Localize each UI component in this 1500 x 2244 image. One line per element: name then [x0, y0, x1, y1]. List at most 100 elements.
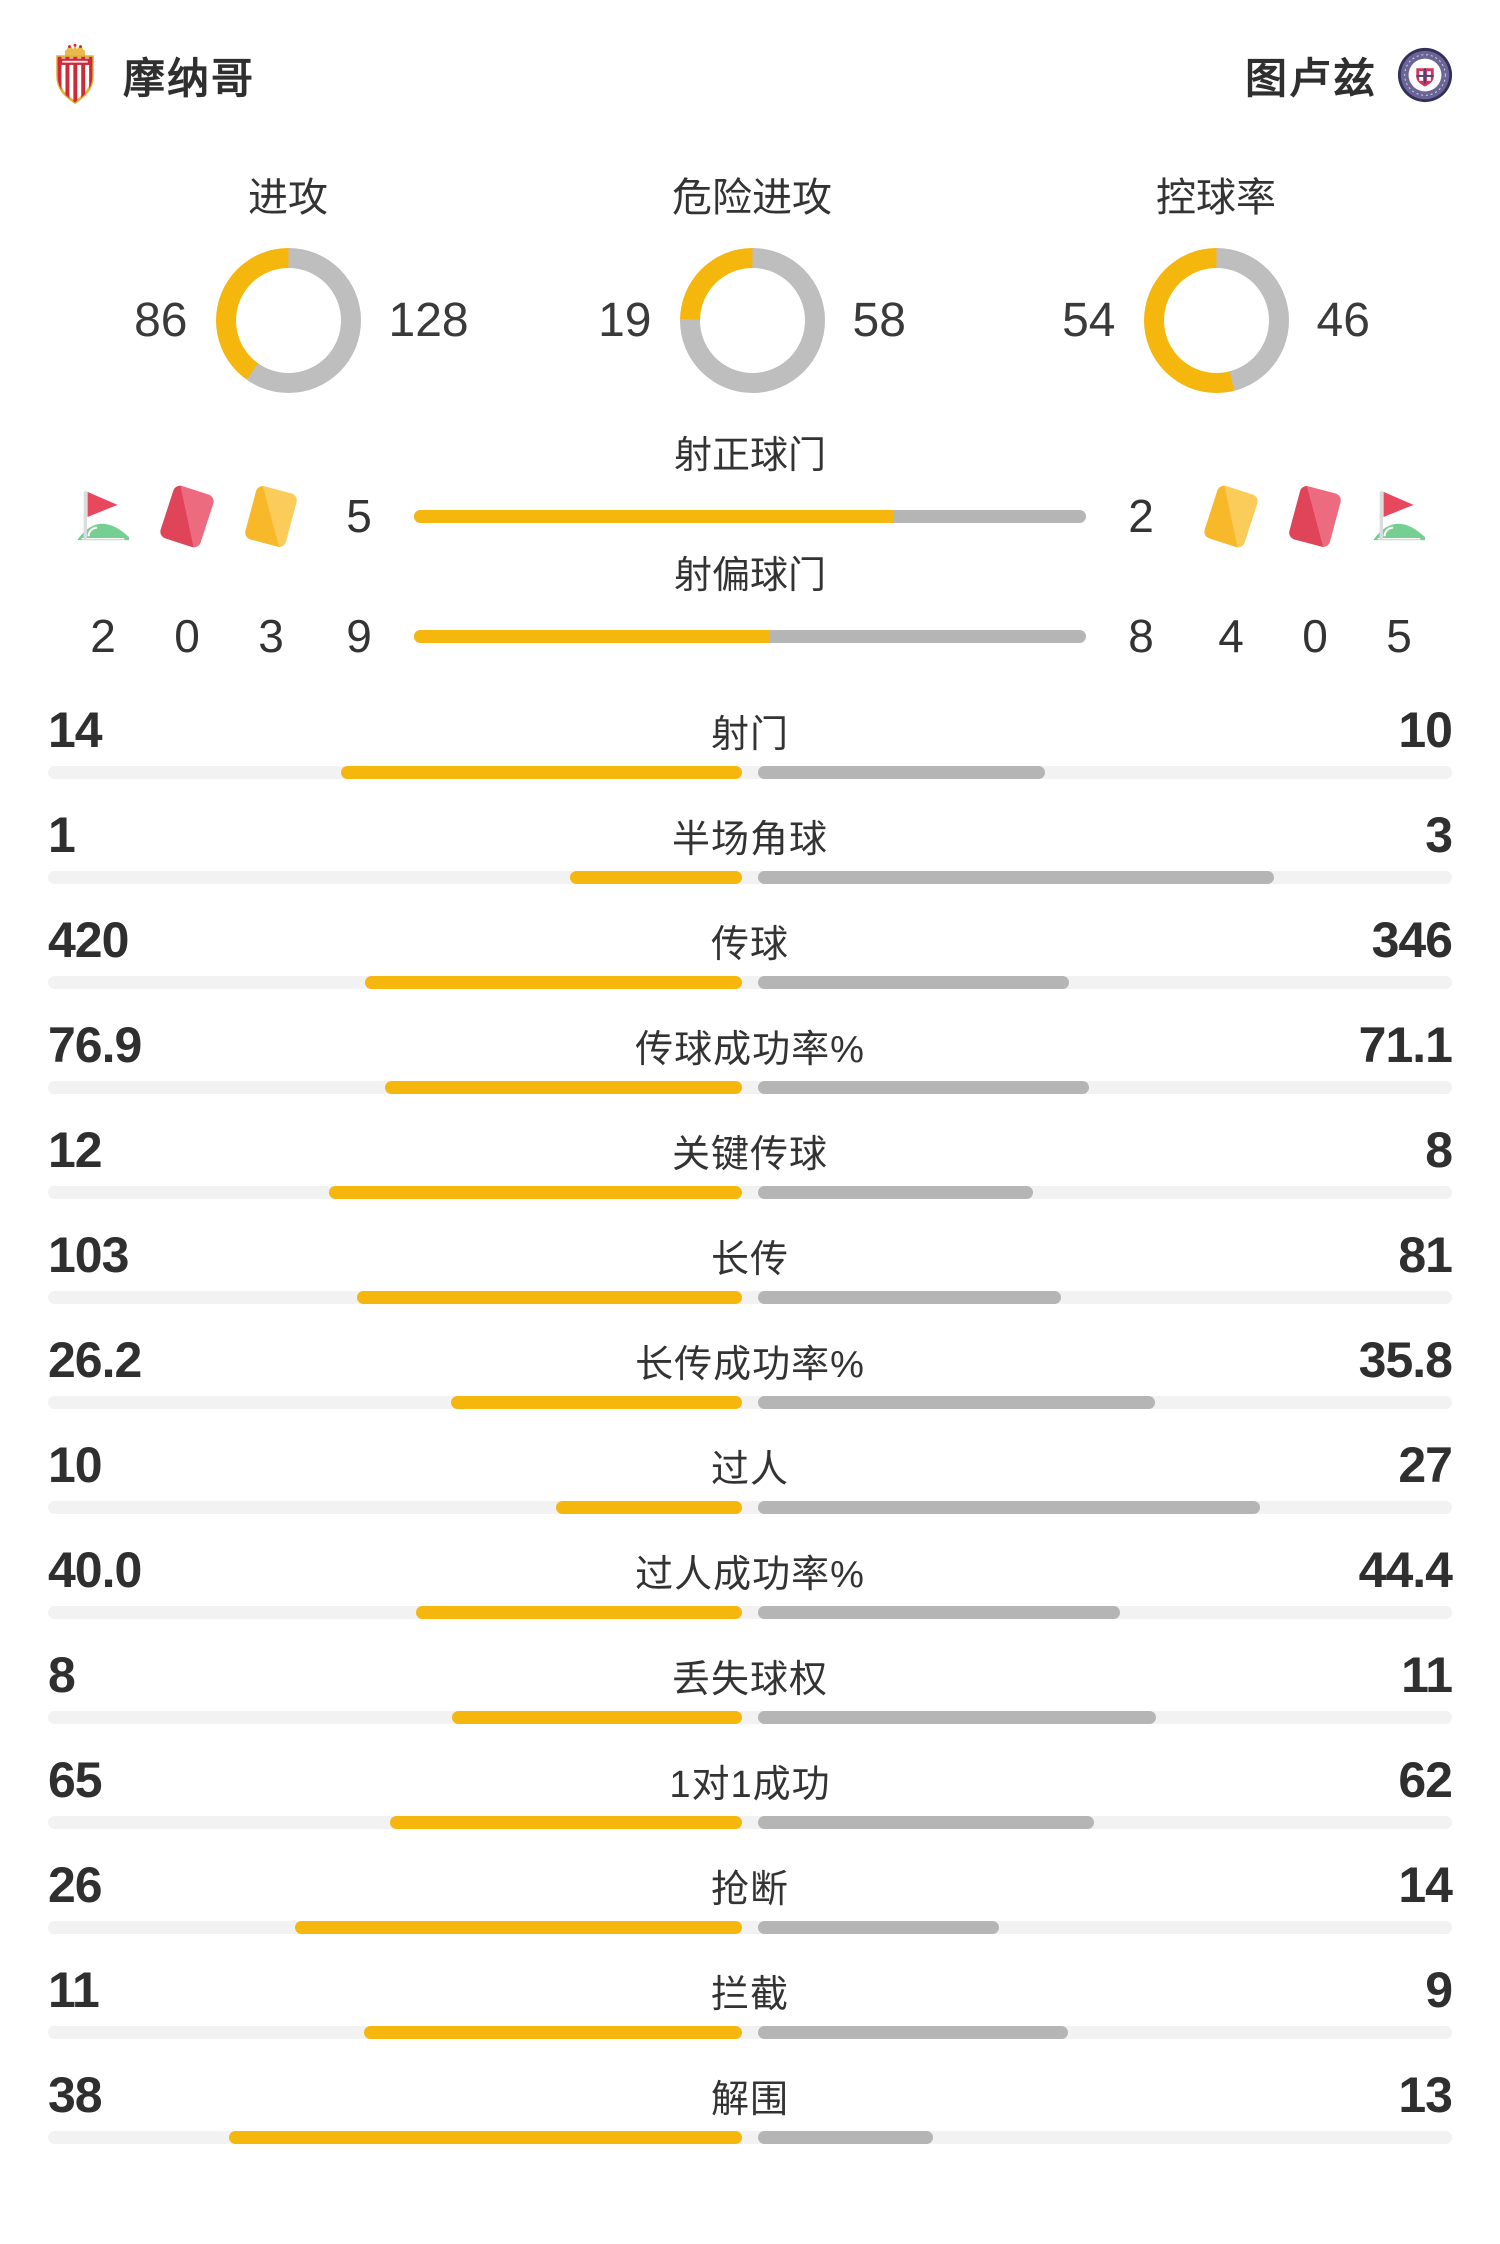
stat-bar-away: [758, 1186, 1033, 1199]
stat-row: 38 解围 13: [0, 2055, 1500, 2160]
shot-bar-title: 射偏球门: [673, 555, 826, 597]
home-red-card-count: 0: [174, 610, 200, 662]
stat-away-value: 44.4: [1358, 1542, 1453, 1598]
stat-home-value: 103: [48, 1227, 129, 1283]
away-discipline-counts: 4 0 5: [1200, 607, 1430, 665]
stat-row: 1 半场角球 3: [0, 795, 1500, 900]
home-discipline: 2 0 3: [0, 425, 330, 665]
stat-row: 103 长传 81: [0, 1215, 1500, 1320]
stat-home-value: 26: [48, 1857, 103, 1913]
stat-label: 射门: [710, 713, 790, 756]
stat-bar-home: [556, 1501, 742, 1514]
donut-charts-section: 进攻 86 128 危险进攻 19 58 控球率 54 46: [0, 170, 1500, 393]
stat-away-value: 62: [1398, 1752, 1453, 1808]
stat-bar-home: [570, 871, 742, 884]
home-yellow-card-count: 3: [258, 610, 284, 662]
donut-hole: [1163, 268, 1269, 373]
donut-ring: [679, 248, 825, 393]
stat-line: 1 半场角球 3: [0, 803, 1500, 867]
stat-bar-home: [365, 976, 742, 989]
stats-list: 14 射门 10 1 半场角球 3 420 传球 346 76.9 传球成功率% 71.1 12 关键传球…: [0, 690, 1500, 2160]
stat-row: 26.2 长传成功率% 35.8: [0, 1320, 1500, 1425]
shot-bar: [414, 629, 1086, 643]
corner-flag-icon: [1368, 487, 1430, 545]
stat-row: 8 丢失球权 11: [0, 1635, 1500, 1740]
stat-bar-track: [48, 1081, 1452, 1094]
stat-bar-away: [758, 1396, 1155, 1409]
stat-line: 103 长传 81: [0, 1223, 1500, 1287]
stat-bar-away: [758, 1501, 1260, 1514]
donut-ring: [215, 248, 361, 393]
stat-label: 传球成功率%: [635, 1028, 865, 1071]
away-corner-count: 5: [1386, 610, 1412, 662]
shot-bars: 射正球门 5 2 射偏球门 9 8: [330, 425, 1170, 665]
stat-bar-away: [758, 2131, 933, 2144]
stat-label: 过人: [710, 1448, 790, 1491]
stat-home-value: 1: [48, 807, 76, 863]
yellow-card-icon: [1200, 483, 1262, 549]
stat-home-value: 12: [48, 1122, 103, 1178]
donut-ring: [1143, 248, 1289, 393]
stat-away-value: 10: [1398, 702, 1453, 758]
home-discipline-icons: [72, 483, 302, 549]
donut-chart-col: 进攻 86 128: [56, 170, 520, 393]
stat-away-value: 13: [1398, 2067, 1453, 2123]
stat-line: 10 过人 27: [0, 1433, 1500, 1497]
shot-away-value: 2: [1128, 490, 1154, 542]
stat-label: 过人成功率%: [635, 1553, 865, 1596]
home-team-logo-icon: [45, 42, 105, 108]
stat-label: 传球: [710, 923, 790, 966]
stat-bar-track: [48, 1501, 1452, 1514]
donut-away-value: 58: [852, 294, 906, 347]
stat-away-value: 8: [1425, 1122, 1453, 1178]
stat-line: 38 解围 13: [0, 2063, 1500, 2127]
stat-bar-home: [452, 1711, 742, 1724]
stat-bar-away: [758, 1081, 1089, 1094]
stat-bar-track: [48, 1921, 1452, 1934]
stat-home-value: 14: [48, 702, 103, 758]
stat-bar-away: [758, 871, 1274, 884]
donut-title: 进攻: [248, 176, 328, 220]
stat-label: 拦截: [710, 1973, 790, 2016]
stat-row: 12 关键传球 8: [0, 1110, 1500, 1215]
stat-home-value: 65: [48, 1752, 103, 1808]
stat-away-value: 35.8: [1358, 1332, 1453, 1388]
away-team[interactable]: 图卢兹: [1245, 42, 1455, 108]
shot-bar-home-fill: [414, 509, 894, 523]
donut-home-value: 86: [134, 294, 188, 347]
stat-bar-track: [48, 976, 1452, 989]
stat-row: 420 传球 346: [0, 900, 1500, 1005]
stat-row: 26 抢断 14: [0, 1845, 1500, 1950]
stat-line: 8 丢失球权 11: [0, 1643, 1500, 1707]
stat-home-value: 420: [48, 912, 129, 968]
stat-row: 14 射门 10: [0, 690, 1500, 795]
stat-row: 10 过人 27: [0, 1425, 1500, 1530]
stat-row: 65 1对1成功 62: [0, 1740, 1500, 1845]
away-red-card-count: 0: [1302, 610, 1328, 662]
shot-away-value: 8: [1128, 610, 1154, 662]
red-card-icon: [156, 483, 218, 549]
away-team-logo-icon: [1395, 42, 1455, 108]
stat-row: 76.9 传球成功率% 71.1: [0, 1005, 1500, 1110]
home-team[interactable]: 摩纳哥: [45, 42, 255, 108]
shot-bar: [414, 509, 1086, 523]
donut-row: 86 128: [68, 248, 509, 393]
stat-home-value: 38: [48, 2067, 103, 2123]
stat-line: 11 拦截 9: [0, 1958, 1500, 2022]
shots-section: 2 0 3 射正球门 5 2 射偏球门 9 8: [0, 425, 1500, 665]
shot-bar-home-fill: [414, 629, 770, 643]
stat-bar-track: [48, 2131, 1452, 2144]
stat-label: 丢失球权: [671, 1658, 829, 1701]
stat-line: 40.0 过人成功率% 44.4: [0, 1538, 1500, 1602]
stat-home-value: 8: [48, 1647, 76, 1703]
stat-bar-home: [416, 1606, 742, 1619]
stat-row: 11 拦截 9: [0, 1950, 1500, 2055]
donut-hole: [235, 268, 341, 373]
home-discipline-counts: 2 0 3: [72, 607, 302, 665]
donut-row: 54 46: [996, 248, 1437, 393]
team-header: 摩纳哥 图卢兹: [0, 0, 1500, 108]
stat-bar-away: [758, 1606, 1120, 1619]
corner-flag-icon: [72, 487, 134, 545]
donut-chart-col: 控球率 54 46: [984, 170, 1448, 393]
